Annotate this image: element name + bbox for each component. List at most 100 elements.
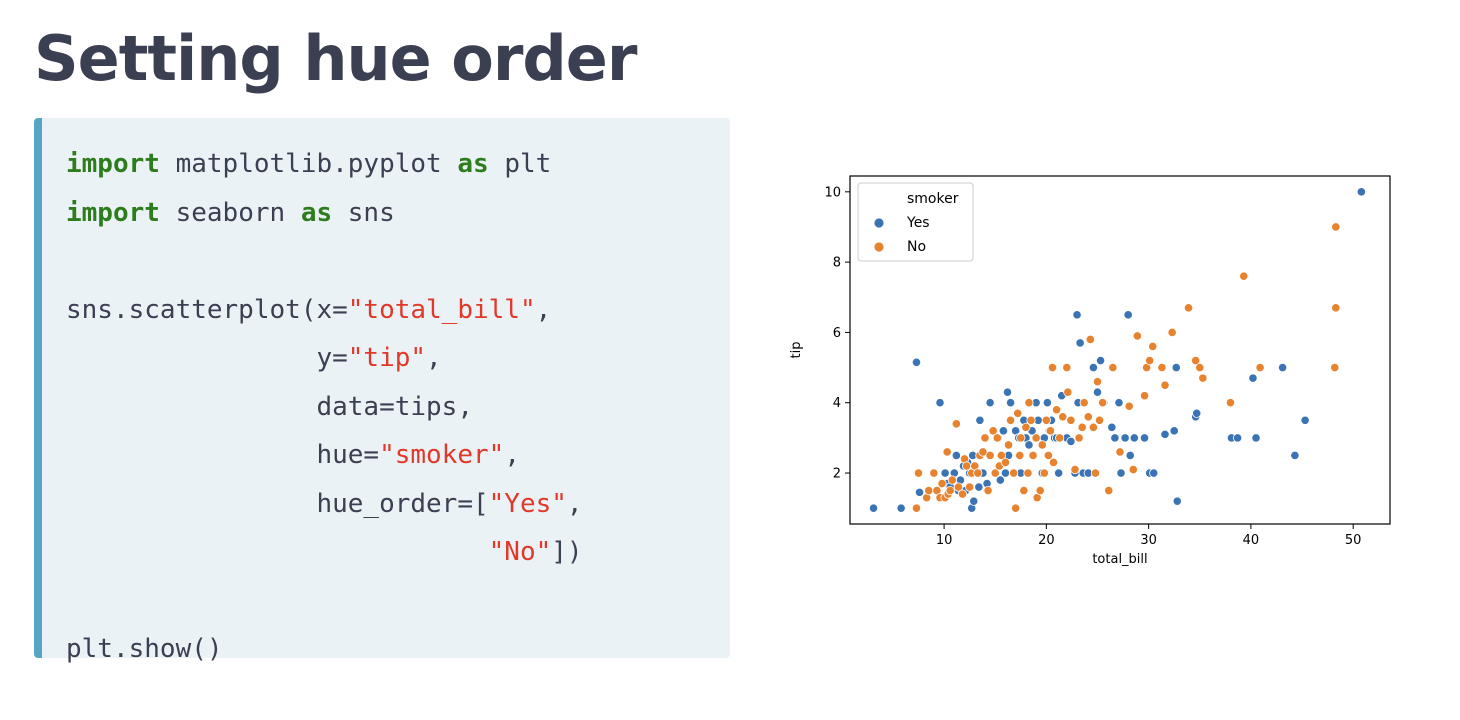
code-text: sns.scatterplot(x=: [66, 294, 348, 325]
point-no: [1225, 398, 1236, 408]
point-no: [1021, 422, 1031, 432]
point-no: [1048, 457, 1059, 468]
point-no: [945, 486, 955, 496]
point-no: [1330, 362, 1340, 373]
point-no: [990, 468, 1000, 478]
point-no: [1058, 412, 1068, 422]
point-no: [985, 450, 995, 461]
code-text: plt.show(): [66, 634, 223, 664]
point-no: [996, 450, 1006, 461]
point-yes: [1114, 398, 1124, 408]
point-no: [1051, 405, 1062, 415]
point-yes: [1072, 310, 1082, 320]
point-no: [1239, 271, 1249, 281]
point-no: [983, 486, 993, 496]
point-yes: [975, 415, 985, 425]
point-no: [1062, 362, 1072, 373]
point-yes: [1139, 433, 1150, 443]
point-no: [1098, 398, 1108, 408]
code-text: matplotlib.pyplot: [175, 149, 442, 179]
point-no: [951, 419, 961, 429]
point-yes: [911, 357, 922, 367]
point-no: [973, 468, 983, 478]
point-yes: [935, 398, 945, 408]
code-text: y=: [316, 343, 348, 373]
point-yes: [1278, 362, 1288, 373]
point-yes: [868, 503, 879, 513]
code-string: "total_bill": [347, 294, 536, 325]
point-yes: [1092, 387, 1103, 397]
point-yes: [1129, 433, 1139, 443]
point-no: [947, 475, 957, 485]
point-no: [929, 468, 939, 478]
point-no: [942, 447, 952, 457]
point-yes: [998, 426, 1009, 436]
point-no: [957, 489, 968, 499]
point-no: [1094, 415, 1105, 425]
code-text: plt: [504, 149, 552, 179]
point-no: [1198, 373, 1208, 383]
point-no: [1255, 362, 1265, 373]
point-no: [1039, 468, 1049, 478]
x-axis-label: total_bill: [1092, 552, 1147, 567]
legend-label: No: [907, 239, 926, 255]
point-no: [1041, 415, 1051, 425]
point-no: [1000, 457, 1011, 468]
code-string: "tip": [347, 343, 427, 373]
y-tick-label: 4: [833, 396, 841, 411]
point-no: [1104, 486, 1114, 496]
code-keyword: import: [66, 149, 160, 179]
point-yes: [896, 503, 906, 513]
point-no: [1331, 303, 1341, 313]
point-no: [1024, 398, 1034, 408]
point-no: [961, 461, 972, 471]
point-yes: [1066, 436, 1076, 446]
point-no: [911, 503, 922, 513]
legend-box: [857, 182, 974, 262]
point-yes: [1356, 187, 1366, 197]
legend-label: Yes: [906, 215, 930, 231]
point-no: [1195, 362, 1205, 373]
point-no: [1070, 464, 1080, 475]
scatter-chart: 10 20 30 40 50 2 4 6 8 10 total_bill tip smoker Yes No: [789, 175, 1391, 567]
code-text: ,: [504, 440, 520, 470]
point-yes: [1024, 440, 1034, 450]
code-text: seaborn: [175, 197, 286, 228]
point-no: [1026, 415, 1036, 425]
point-no: [1009, 468, 1019, 478]
point-no: [1055, 433, 1065, 443]
y-tick-label: 8: [833, 256, 841, 271]
point-yes: [985, 398, 995, 408]
point-yes: [1005, 398, 1016, 408]
point-yes: [951, 450, 961, 461]
x-tick-label: 40: [1243, 533, 1260, 548]
slide-title: Setting hue order: [34, 22, 637, 95]
point-no: [1031, 433, 1041, 443]
y-axis-label: tip: [789, 342, 804, 359]
point-yes: [1171, 362, 1181, 373]
code-keyword: as: [300, 197, 333, 228]
code-text: hue=: [316, 440, 380, 470]
code-string: "smoker": [379, 440, 505, 470]
point-yes: [1088, 362, 1099, 373]
point-no: [1013, 408, 1023, 418]
point-yes: [1290, 450, 1300, 461]
point-no: [1063, 387, 1073, 397]
point-yes: [1125, 450, 1135, 461]
point-no: [1047, 362, 1058, 373]
point-yes: [1233, 433, 1243, 443]
point-yes: [1054, 468, 1064, 478]
code-block: import matplotlib.pyplot as plt import s…: [66, 140, 583, 674]
code-text: ,: [566, 488, 583, 519]
point-no: [1028, 450, 1038, 461]
point-no: [1005, 415, 1016, 425]
point-no: [1331, 222, 1341, 232]
x-tick-label: 30: [1140, 533, 1157, 548]
point-no: [965, 482, 975, 492]
point-yes: [1300, 415, 1310, 425]
point-no: [1045, 426, 1056, 436]
point-no: [1085, 334, 1095, 345]
legend-title: smoker: [907, 191, 959, 207]
point-yes: [1000, 468, 1011, 478]
point-no: [1019, 486, 1029, 496]
